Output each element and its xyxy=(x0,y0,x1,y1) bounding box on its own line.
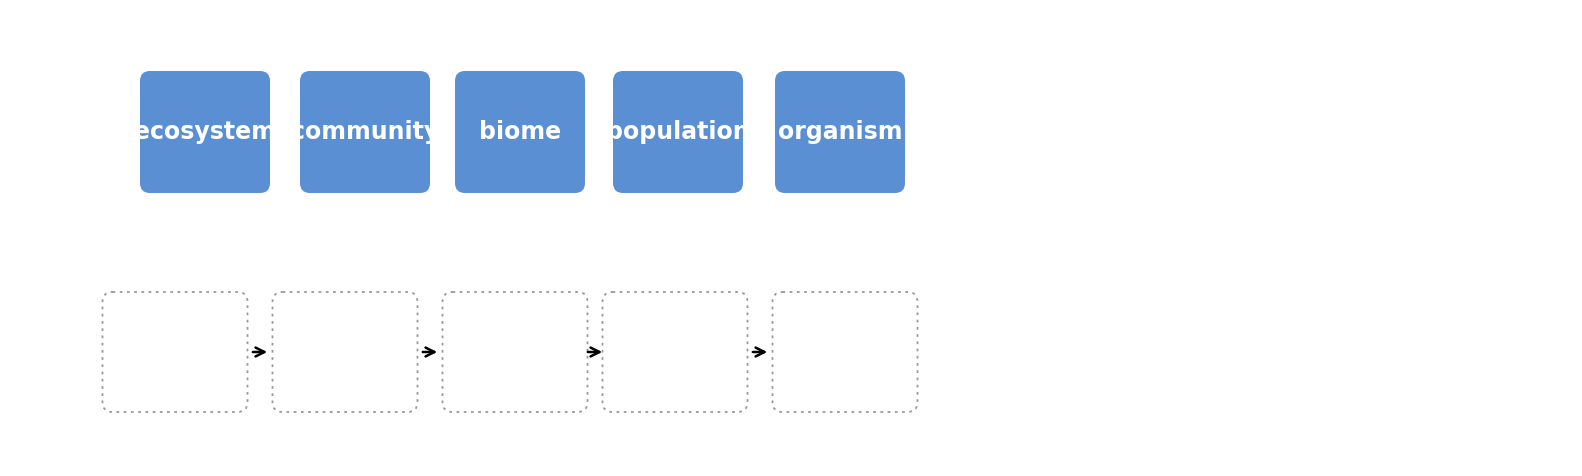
FancyBboxPatch shape xyxy=(103,292,247,412)
Text: organism: organism xyxy=(778,120,902,144)
FancyBboxPatch shape xyxy=(772,292,918,412)
FancyBboxPatch shape xyxy=(775,71,905,193)
Text: biome: biome xyxy=(479,120,562,144)
FancyBboxPatch shape xyxy=(272,292,418,412)
FancyBboxPatch shape xyxy=(301,71,430,193)
FancyBboxPatch shape xyxy=(456,71,585,193)
Text: ecosystem: ecosystem xyxy=(134,120,275,144)
FancyBboxPatch shape xyxy=(139,71,271,193)
Text: population: population xyxy=(606,120,750,144)
Text: community: community xyxy=(291,120,440,144)
FancyBboxPatch shape xyxy=(443,292,587,412)
FancyBboxPatch shape xyxy=(612,71,744,193)
FancyBboxPatch shape xyxy=(603,292,748,412)
